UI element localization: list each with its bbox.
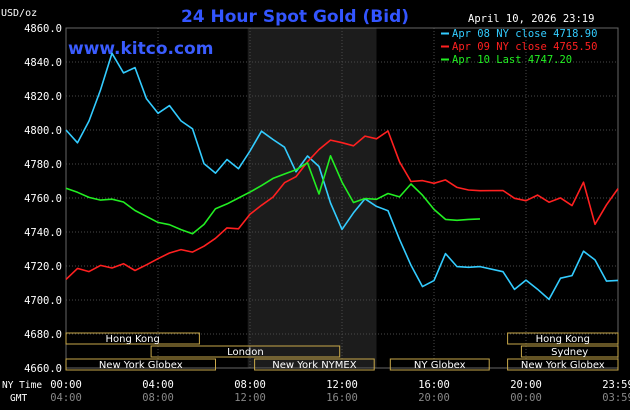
- session-label: New York NYMEX: [272, 360, 357, 371]
- series-line: [65, 52, 619, 301]
- y-tick-label: 4680.0: [24, 329, 62, 341]
- series-line: [65, 155, 481, 235]
- x-tick-label-ny: 23:59: [602, 379, 630, 391]
- x-tick-label-ny: 04:00: [142, 379, 174, 391]
- gmt-row-label: GMT: [10, 393, 27, 404]
- session-label: Hong Kong: [106, 334, 160, 345]
- ny-time-row-label: NY Time: [2, 380, 42, 391]
- session-bar: [520, 345, 619, 358]
- y-tick-label: 4720.0: [24, 261, 62, 273]
- session-label: Hong Kong: [536, 334, 590, 345]
- legend-entry: Apr 09 NY close 4765.50: [452, 41, 597, 53]
- y-tick-label: 4840.0: [24, 57, 62, 69]
- session-bar: [507, 358, 619, 371]
- series-line: [65, 130, 619, 280]
- x-tick-label-ny: 08:00: [234, 379, 266, 391]
- session-label: New York Globex: [99, 360, 183, 371]
- watermark: www.kitco.com: [68, 39, 213, 59]
- session-bar: [507, 332, 619, 345]
- grid-layer: [65, 27, 619, 369]
- session-bar: [65, 332, 200, 345]
- chart-title: 24 Hour Spot Gold (Bid): [181, 7, 409, 27]
- session-bar: [254, 358, 375, 371]
- x-tick-label-gmt: 00:00: [510, 392, 542, 404]
- session-bar: [150, 345, 341, 358]
- y-tick-label: 4660.0: [24, 363, 62, 375]
- session-label: Sydney: [551, 347, 588, 358]
- date-label: April 10, 2026 23:19: [468, 13, 594, 25]
- session-label: London: [227, 347, 264, 358]
- y-tick-label: 4860.0: [24, 23, 62, 35]
- y-tick-label: 4820.0: [24, 91, 62, 103]
- series-layer: [65, 52, 619, 301]
- x-tick-label-ny: 16:00: [418, 379, 450, 391]
- plot-border: [65, 27, 619, 369]
- x-tick-labels: 00:0004:0004:0008:0008:0012:0012:0016:00…: [50, 379, 630, 404]
- legend-entry: Apr 08 NY close 4718.90: [452, 28, 597, 40]
- x-tick-label-gmt: 08:00: [142, 392, 174, 404]
- x-tick-label-ny: 20:00: [510, 379, 542, 391]
- x-tick-label-ny: 00:00: [50, 379, 82, 391]
- x-tick-label-ny: 12:00: [326, 379, 358, 391]
- session-label: New York Globex: [521, 360, 605, 371]
- y-tick-label: 4700.0: [24, 295, 62, 307]
- y-tick-label: 4780.0: [24, 159, 62, 171]
- y-tick-label: 4800.0: [24, 125, 62, 137]
- y-axis-label: USD/oz: [1, 8, 37, 19]
- y-tick-label: 4760.0: [24, 193, 62, 205]
- session-bar: [65, 358, 216, 371]
- session-bar: [389, 358, 490, 371]
- x-tick-label-gmt: 20:00: [418, 392, 450, 404]
- x-tick-label-gmt: 03:59: [602, 392, 630, 404]
- session-label: NY Globex: [414, 360, 466, 371]
- y-tick-label: 4740.0: [24, 227, 62, 239]
- session-bars-layer: Hong Kong London New York Globex New York N…: [65, 332, 619, 371]
- y-tick-labels: 4860.0 4840.0 4820.0 4800.0 4780.0 4760.0 4740…: [24, 23, 62, 375]
- x-tick-label-gmt: 04:00: [50, 392, 82, 404]
- legend-entry: Apr 10 Last 4747.20: [452, 54, 572, 66]
- x-tick-label-gmt: 12:00: [234, 392, 266, 404]
- x-tick-label-gmt: 16:00: [326, 392, 358, 404]
